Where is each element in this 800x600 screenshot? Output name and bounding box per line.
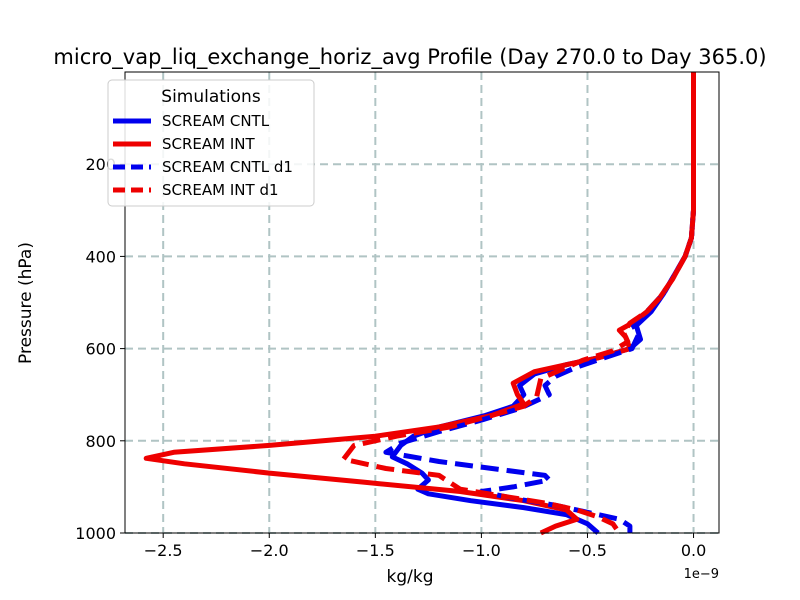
x-tick-label: 0.0 [681,541,706,560]
x-tick-label: −2.5 [144,541,183,560]
x-axis-scale-note: 1e−9 [684,567,719,582]
legend-entry-label: SCREAM CNTL [162,112,270,130]
y-tick-label: 1000 [75,524,116,543]
legend-title: Simulations [161,87,261,107]
plot-frame [124,71,720,534]
x-axis: −2.5 −2.0 −1.5 −1.0 −0.5 0.0 [144,533,706,560]
x-axis-label: kg/kg [387,567,434,587]
y-tick-label: 400 [85,247,116,266]
legend-entry-label: SCREAM CNTL d1 [162,158,293,176]
y-tick-label: 800 [85,432,116,451]
legend-items: SCREAM CNTL SCREAM INT SCREAM CNTL d1 SCREA… [113,112,293,199]
legend-entry-label: SCREAM INT d1 [162,181,279,199]
legend-entry-label: SCREAM INT [162,135,256,153]
x-tick-label: −2.0 [250,541,289,560]
series-lines [143,72,696,536]
y-axis-label: Pressure (hPa) [16,242,36,364]
x-tick-label: −1.5 [356,541,395,560]
y-tick-label: 600 [85,340,116,359]
x-tick-label: −0.5 [568,541,607,560]
x-tick-label: −1.0 [462,541,501,560]
chart-title: micro_vap_liq_exchange_horiz_avg Profile… [53,45,766,70]
legend-frame [107,79,315,207]
series-line-scream-int-d1 [341,72,696,535]
